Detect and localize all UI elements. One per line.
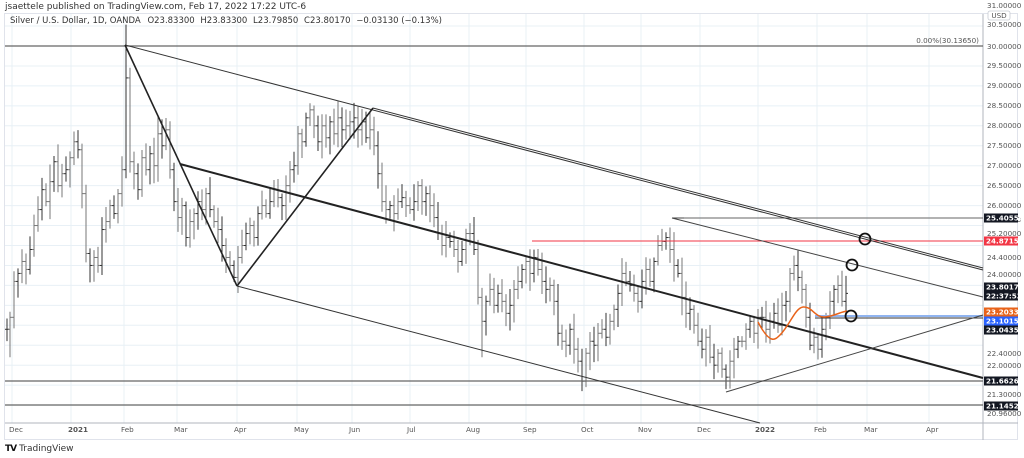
price-tick: 27.00000 (987, 161, 1022, 170)
price-tick: 22.00000 (987, 361, 1022, 370)
price-tick: 30.00000 (987, 42, 1022, 51)
target-circle-2[interactable] (844, 309, 858, 323)
price-tick: 28.00000 (987, 121, 1022, 130)
price-tag-value: 25.40550 (986, 214, 1024, 223)
price-tag (984, 316, 1018, 326)
price-tag (984, 401, 1018, 411)
time-tick: Aug (466, 425, 480, 434)
price-tick: 22.40000 (987, 349, 1022, 358)
time-axis[interactable]: Dec 2021 Feb Mar Apr May Jun Jul Aug Sep Oct Nov Dec… (9, 425, 938, 434)
price-tag-value: 23.10150 (986, 317, 1024, 326)
orange-indicator-curve (757, 306, 848, 340)
price-tick: 24.40000 (987, 253, 1022, 262)
chart-frame (4, 13, 1018, 440)
time-tick: Dec (9, 425, 23, 434)
price-tick: 29.00000 (987, 81, 1022, 90)
price-tag-value: 24.87150 (986, 237, 1024, 246)
price-tag-value: 21.14528 (986, 402, 1024, 411)
footer-branding: TV TradingView (5, 444, 74, 454)
currency-badge[interactable] (987, 10, 1011, 21)
price-tag-value: 23.20330 (986, 308, 1024, 317)
channel-upper[interactable] (124, 44, 984, 271)
time-tick: Nov (638, 425, 653, 434)
price-tag (984, 376, 1018, 386)
symbol-name[interactable]: Silver / U.S. Dollar, 1D, OANDA (10, 16, 141, 26)
price-tick: 29.50000 (987, 61, 1022, 70)
price-tag-value: 23.80170 (986, 283, 1024, 292)
price-tick: 28.50000 (987, 101, 1022, 110)
price-axis[interactable]: 31.00000 30.50000 30.00000 29.50000 29.00000… (984, 1, 1024, 418)
ohlc-bars (5, 24, 848, 392)
inner-channel[interactable] (671, 217, 984, 298)
time-tick: May (294, 425, 310, 434)
price-tick: 20.96000 (987, 409, 1022, 418)
time-tick: 2022 (755, 425, 775, 434)
tradingview-brand[interactable]: TradingView (19, 444, 74, 454)
price-tick: 30.50000 (987, 20, 1022, 29)
publisher-line: jsaettele published on TradingView.com, … (5, 2, 307, 12)
price-tick: 24.00000 (987, 270, 1022, 279)
price-tag (984, 307, 1018, 317)
price-tick: 27.50000 (987, 141, 1022, 150)
time-tick: Mar (864, 425, 878, 434)
fib-level-label: 0.00%(30.13650) (916, 36, 979, 45)
price-tick: 31.00000 (987, 1, 1022, 10)
tradingview-logo-icon: TV (5, 444, 17, 454)
time-tick: Apr (926, 425, 938, 434)
time-tick: Feb (121, 425, 134, 434)
price-tag (984, 236, 1018, 246)
abc-leg1[interactable] (124, 44, 238, 287)
price-tick: 25.20000 (987, 229, 1022, 238)
price-tag (984, 325, 1018, 335)
price-tick: 21.30000 (987, 390, 1022, 399)
median-line[interactable] (179, 163, 984, 379)
bar-countdown: 22:37:53 (986, 292, 1022, 301)
time-tick: Jun (348, 425, 360, 434)
target-circle-1[interactable] (845, 258, 859, 272)
price-tick: 26.00000 (987, 201, 1022, 210)
price-tag-value: 23.04350 (986, 326, 1024, 335)
symbol-legend: Silver / U.S. Dollar, 1D, OANDA O23.8330… (10, 16, 442, 26)
drawing-tools[interactable] (5, 44, 984, 424)
rising-support[interactable] (725, 314, 984, 393)
time-tick: Dec (697, 425, 711, 434)
price-tick: 26.50000 (987, 181, 1022, 190)
ohlc-high: H23.83300 (200, 16, 248, 26)
time-tick: Mar (174, 425, 188, 434)
currency-badge-label: USD (991, 11, 1007, 20)
time-tick: 2021 (68, 425, 88, 434)
abc-leg2[interactable] (236, 107, 374, 287)
time-tick: Apr (234, 425, 246, 434)
price-tag-value: 21.66265 (986, 377, 1024, 386)
ohlc-close: C23.80170 (304, 16, 351, 26)
ohlc-change: −0.03130 (−0.13%) (356, 16, 442, 26)
ohlc-open: O23.83300 (147, 16, 195, 26)
time-tick: Feb (814, 425, 827, 434)
ohlc-low: L23.79850 (253, 16, 299, 26)
price-tag (984, 213, 1018, 223)
time-tick: Sep (523, 425, 537, 434)
time-tick: Oct (581, 425, 594, 434)
price-tag (984, 282, 1018, 301)
abc-leg3[interactable] (372, 107, 984, 269)
channel-lower[interactable] (236, 285, 761, 424)
time-tick: Jul (406, 425, 416, 434)
target-circle-0[interactable] (858, 232, 872, 246)
